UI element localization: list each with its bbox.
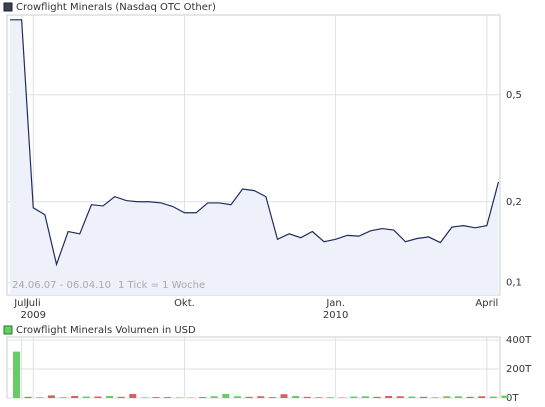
bar: [222, 393, 230, 398]
y-tick-label: 0T: [506, 393, 519, 404]
bar: [454, 396, 462, 398]
legend-label: Crowflight Minerals (Nasdaq OTC Other): [16, 2, 216, 13]
bar: [129, 393, 137, 398]
bar: [478, 396, 486, 398]
bar: [350, 396, 358, 398]
bar: [47, 395, 55, 398]
bar: [82, 396, 90, 398]
bar: [361, 396, 369, 398]
bar: [13, 351, 20, 398]
x-tick-label: April: [475, 298, 498, 309]
bar: [408, 396, 416, 398]
annotation: 1 Tick = 1 Woche: [118, 280, 205, 291]
bar: [268, 397, 276, 398]
bar: [327, 397, 335, 398]
bar: [280, 394, 288, 398]
plot-area: [6, 336, 501, 399]
bar: [36, 397, 44, 398]
bar: [315, 397, 323, 398]
y-tick-label: 0,5: [506, 90, 522, 101]
bar: [152, 397, 160, 398]
bar: [303, 396, 311, 398]
x-tick-label: Okt.: [174, 298, 195, 309]
bar: [257, 396, 265, 398]
bar: [210, 396, 218, 398]
bar: [489, 396, 497, 398]
line: [10, 19, 500, 267]
x-tick-label: Jan.: [325, 298, 345, 309]
bar: [245, 396, 253, 398]
bar: [175, 397, 183, 398]
bar: [71, 395, 79, 398]
bar: [443, 396, 451, 398]
bar: [24, 396, 32, 398]
bar: [94, 396, 102, 398]
bar: [385, 395, 393, 398]
legend-icon: [3, 2, 13, 12]
bar: [466, 396, 474, 398]
y-tick-label: 0,2: [506, 197, 522, 208]
annotation: 24.06.07 - 06.04.10: [12, 280, 111, 291]
bar: [396, 396, 404, 398]
bar: [199, 397, 207, 398]
x-tick-label: Juli: [13, 298, 29, 309]
y-tick-label: 0,1: [506, 278, 522, 289]
bar: [420, 396, 428, 398]
bar: [292, 395, 300, 398]
x-year-label: 2010: [323, 310, 348, 321]
legend-label: Crowflight Minerals Volumen in USD: [16, 325, 196, 336]
bar: [164, 397, 172, 398]
bar: [373, 396, 381, 398]
bar: [106, 395, 114, 398]
bar: [59, 397, 67, 398]
bar: [117, 396, 125, 398]
x-tick-label: Juli: [25, 298, 41, 309]
area: [10, 19, 499, 295]
bar: [501, 395, 509, 398]
legend-icon: [3, 325, 13, 335]
bar: [233, 396, 241, 398]
y-tick-label: 400T: [506, 335, 532, 346]
x-year-label: 2009: [21, 310, 46, 321]
y-tick-label: 200T: [506, 364, 532, 375]
bar: [431, 397, 439, 398]
